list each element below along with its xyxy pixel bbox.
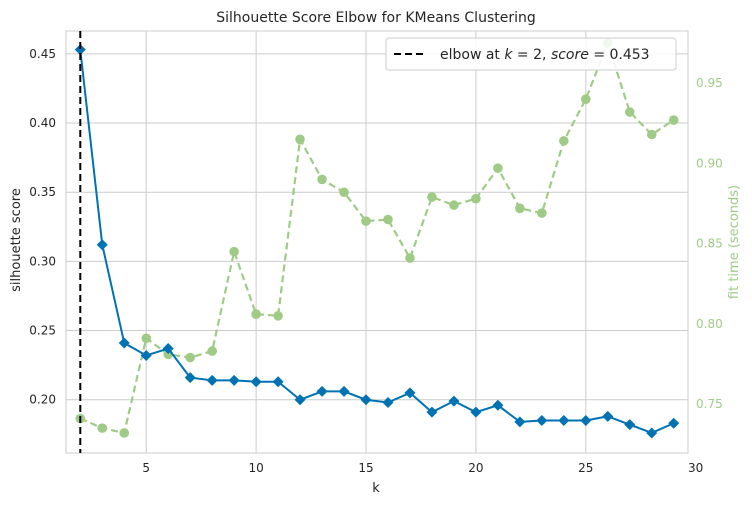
legend-elbow-label: elbow at k = 2, score = 0.453 <box>440 47 650 63</box>
fit-time-point <box>141 333 152 344</box>
fit-time-point <box>339 187 349 198</box>
y2-axis-title: fit time (seconds) <box>727 185 742 299</box>
silhouette-score-point <box>470 406 482 418</box>
x-tick-label: 15 <box>358 461 373 475</box>
silhouette-score-point <box>514 416 526 428</box>
silhouette-score-point <box>74 44 86 56</box>
silhouette-score-point <box>558 414 570 426</box>
silhouette-score-point <box>668 417 680 429</box>
silhouette-score-point <box>448 395 460 407</box>
y-tick-label: 0.40 <box>29 116 56 130</box>
y-tick-label: 0.35 <box>29 185 56 199</box>
fit-time-point <box>185 352 195 363</box>
fit-time-point <box>383 214 393 225</box>
fit-time-series <box>75 38 679 438</box>
silhouette-score-point <box>536 414 548 426</box>
silhouette-score-point <box>316 385 328 397</box>
fit-time-point <box>251 309 261 320</box>
silhouette-score-point <box>382 396 394 408</box>
fit-time-point <box>405 253 415 263</box>
silhouette-score-line <box>79 49 675 435</box>
silhouette-score-point <box>272 376 284 388</box>
x-tick-label: 20 <box>468 461 483 475</box>
y-tick-label: 0.25 <box>29 324 56 338</box>
silhouette-score-point <box>206 374 218 386</box>
y-axis-left: 0.20 0.25 0.30 0.35 0.40 0.45 <box>29 47 56 407</box>
fit-time-point <box>317 174 327 185</box>
silhouette-score-point <box>646 427 658 439</box>
y-tick-label: 0.45 <box>29 47 56 61</box>
y-axis-right: 0.75 0.80 0.85 0.90 0.95 <box>696 76 723 411</box>
y2-tick-label: 0.80 <box>696 317 723 331</box>
fit-time-point <box>515 203 525 214</box>
chart-title: Silhouette Score Elbow for KMeans Cluste… <box>216 10 536 26</box>
x-axis-title: k <box>372 481 380 496</box>
fit-time-point <box>668 115 679 125</box>
fit-time-point <box>537 208 547 218</box>
fit-time-point <box>559 136 569 146</box>
silhouette-score-point <box>228 374 240 386</box>
y2-tick-label: 0.90 <box>696 156 723 170</box>
legend: elbow at k = 2, score = 0.453 <box>385 37 677 71</box>
y-axis-title: silhouette score <box>9 188 24 292</box>
fit-time-point <box>207 346 217 356</box>
silhouette-score-point <box>602 410 614 422</box>
silhouette-score-point <box>580 414 592 426</box>
silhouette-score-point <box>140 349 152 361</box>
fit-time-point <box>295 134 305 145</box>
silhouette-score-point <box>338 385 350 397</box>
legend-box <box>385 37 677 71</box>
fit-time-point <box>97 423 108 433</box>
y2-tick-label: 0.75 <box>696 397 723 411</box>
fit-time-point <box>427 192 437 202</box>
silhouette-score-point <box>184 372 196 384</box>
silhouette-score-point <box>426 406 438 418</box>
fit-time-point <box>361 216 371 226</box>
x-tick-label: 5 <box>142 461 150 475</box>
fit-time-point <box>471 193 481 204</box>
fit-time-point <box>273 311 283 321</box>
plot-area <box>65 30 689 454</box>
silhouette-score-point <box>96 239 108 251</box>
silhouette-score-point <box>404 387 416 399</box>
x-tick-label: 25 <box>578 461 593 475</box>
y-tick-label: 0.20 <box>29 393 56 407</box>
silhouette-score-point <box>492 399 504 411</box>
x-tick-label: 10 <box>248 461 263 475</box>
y2-tick-label: 0.85 <box>696 237 723 251</box>
y-tick-label: 0.30 <box>29 254 56 268</box>
silhouette-score-point <box>118 337 130 349</box>
x-tick-label: 30 <box>688 461 703 475</box>
silhouette-score-point <box>294 394 306 406</box>
fit-time-point <box>646 129 657 140</box>
x-axis: 5 10 15 20 25 30 <box>142 461 703 475</box>
fit-time-point <box>229 246 239 257</box>
y2-tick-label: 0.95 <box>696 76 723 90</box>
fit-time-line <box>79 39 675 435</box>
silhouette-score-series <box>74 44 680 439</box>
grid-lines <box>66 31 688 453</box>
fit-time-point <box>580 94 591 104</box>
silhouette-score-point <box>162 343 174 355</box>
fit-time-point <box>624 107 635 117</box>
fit-time-point <box>493 163 503 173</box>
silhouette-score-point <box>250 376 262 388</box>
silhouette-score-point <box>624 419 636 431</box>
fit-time-point <box>449 200 459 210</box>
fit-time-point <box>119 428 130 438</box>
silhouette-score-point <box>360 394 372 406</box>
